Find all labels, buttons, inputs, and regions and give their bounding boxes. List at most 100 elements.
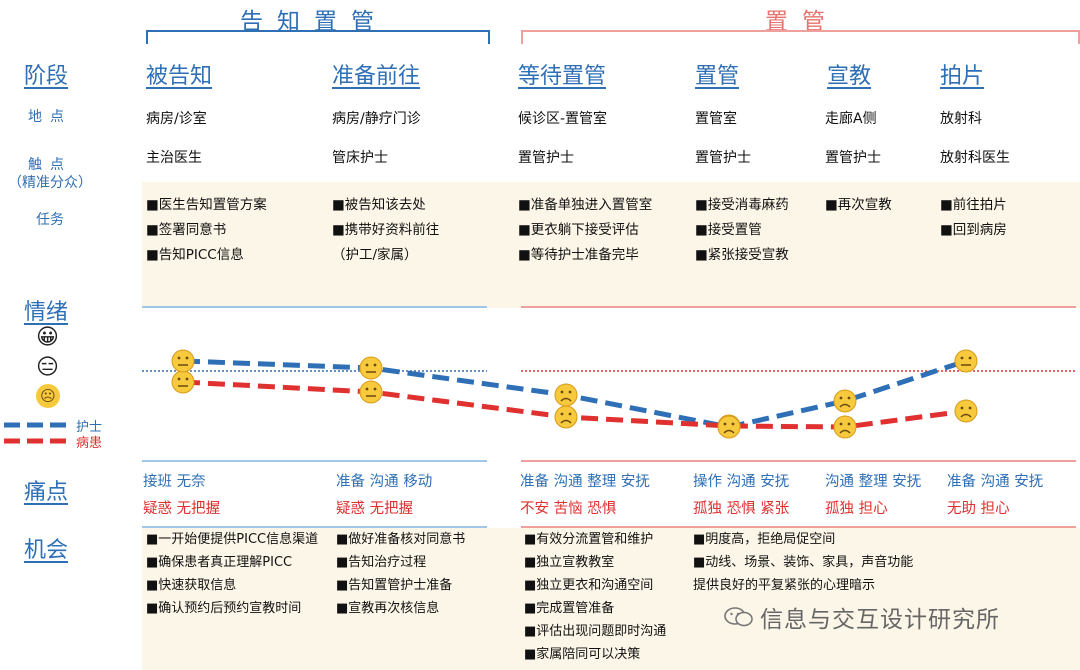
stage-title-placement: 置管: [695, 64, 740, 89]
touch-informed: 主治医生: [146, 150, 202, 166]
location-prepare: 病房/静疗门诊: [332, 111, 421, 127]
divider-opp-left: [142, 526, 487, 528]
opps-col-2: ■做好准备核对同意书 ■告知治疗过程 ■告知置管护士准备 ■宣教再次核信息: [336, 528, 465, 620]
opportunity-item: ■一开始便提供PICC信息渠道: [146, 532, 319, 547]
task-item: ■再次宣教: [825, 197, 892, 213]
task-item: ■签署同意书: [146, 222, 227, 238]
pain-red-xray: 无助 担心: [947, 501, 1010, 517]
opportunity-item: 提供良好的平复紧张的心理暗示: [693, 578, 876, 593]
touch-placement: 置管护士: [695, 150, 751, 166]
nurse-emotion-face-icon: [171, 349, 195, 373]
opportunity-item: ■评估出现问题即时沟通: [524, 624, 667, 639]
row-label-location: 地点: [28, 109, 72, 125]
divider-emotion-left: [142, 306, 487, 308]
pain-red-prepare: 疑惑 无把握: [336, 501, 414, 517]
row-label-stage: 阶段: [24, 64, 69, 89]
row-label-touchpoint: 触点: [28, 157, 72, 173]
opps-col-4: ■明度高，拒绝局促空间 ■动线、场景、装饰、家具，声音功能 提供良好的平复紧张的…: [693, 528, 913, 597]
opportunity-item: ■确认预约后预约宣教时间: [146, 601, 302, 616]
opportunity-band: [142, 528, 1080, 670]
pain-blue-prepare: 准备 沟通 移动: [336, 474, 433, 490]
pain-blue-placement: 操作 沟通 安抚: [693, 474, 790, 490]
tasks-informed: ■医生告知置管方案 ■签署同意书 ■告知PICC信息: [146, 193, 267, 268]
neutral-face-icon: 😑: [36, 355, 59, 380]
location-education: 走廊A侧: [825, 111, 877, 127]
task-item: ■被告知该去处: [332, 197, 426, 213]
bracket-placement: [521, 30, 1080, 44]
nurse-emotion-face-icon: [717, 415, 741, 439]
happy-face-icon: 😀: [36, 325, 59, 350]
task-item: ■前往拍片: [940, 197, 1007, 213]
stage-title-education: 宣教: [827, 64, 872, 89]
patient-emotion-face-icon: [359, 380, 383, 404]
task-band: [142, 182, 1080, 308]
tasks-prepare: ■被告知该去处 ■携带好资料前往 （护工/家属）: [332, 193, 439, 268]
patient-emotion-face-icon: [171, 370, 195, 394]
pain-blue-education: 沟通 整理 安抚: [825, 474, 922, 490]
location-waiting: 候诊区-置管室: [518, 111, 608, 127]
patient-emotion-face-icon: [833, 415, 857, 439]
task-item: ■更衣躺下接受评估: [518, 222, 639, 238]
row-label-opportunity: 机会: [24, 538, 69, 563]
location-xray: 放射科: [940, 111, 982, 127]
tasks-waiting: ■准备单独进入置管室 ■更衣躺下接受评估 ■等待护士准备完毕: [518, 193, 652, 268]
divider-emotion-right: [521, 306, 1076, 308]
wechat-icon: [724, 606, 754, 628]
stage-title-waiting: 等待置管: [518, 64, 607, 89]
location-informed: 病房/诊室: [146, 111, 207, 127]
opportunity-item: ■家属陪同可以决策: [524, 647, 641, 662]
tasks-education: ■再次宣教: [825, 193, 892, 218]
pain-red-informed: 疑惑 无把握: [143, 501, 221, 517]
row-label-emotion: 情绪: [24, 300, 69, 325]
opportunity-item: ■宣教再次核信息: [336, 601, 440, 616]
legend-nurse-line: [4, 422, 70, 428]
row-label-pain: 痛点: [24, 480, 69, 505]
opps-col-1: ■一开始便提供PICC信息渠道 ■确保患者真正理解PICC ■快速获取信息 ■确…: [146, 528, 318, 620]
legend-patient-line: [4, 438, 70, 444]
opportunity-item: ■独立宣教教室: [524, 555, 615, 570]
nurse-emotion-face-icon: [359, 356, 383, 380]
nurse-emotion-face-icon: [554, 383, 578, 407]
task-item: ■准备单独进入置管室: [518, 197, 653, 213]
row-label-task: 任务: [36, 212, 64, 228]
nurse-emotion-line: [182, 358, 967, 430]
row-label-touchpoint-sub: （精准分众）: [8, 175, 92, 191]
legend-patient-label: 病患: [76, 436, 103, 451]
sad-face-icon: ☹: [36, 384, 60, 408]
task-item: ■接受置管: [695, 222, 762, 238]
pain-red-waiting: 不安 苦恼 恐惧: [520, 501, 617, 517]
opportunity-item: ■明度高，拒绝局促空间: [693, 532, 836, 547]
location-placement: 置管室: [695, 111, 737, 127]
opportunity-item: ■完成置管准备: [524, 601, 615, 616]
divider-pain-left: [142, 460, 487, 462]
stage-title-informed: 被告知: [146, 64, 213, 89]
task-item: ■等待护士准备完毕: [518, 247, 639, 263]
stage-title-prepare: 准备前往: [332, 64, 421, 89]
opps-col-3: ■有效分流置管和维护 ■独立宣教教室 ■独立更衣和沟通空间 ■完成置管准备 ■评…: [524, 528, 666, 666]
touch-xray: 放射科医生: [940, 150, 1010, 166]
opportunity-item: ■确保患者真正理解PICC: [146, 555, 293, 570]
legend-nurse-label: 护士: [76, 420, 103, 435]
touch-waiting: 置管护士: [518, 150, 574, 166]
task-item: ■告知PICC信息: [146, 247, 244, 263]
divider-pain-right: [521, 460, 1076, 462]
opportunity-item: ■有效分流置管和维护: [524, 532, 654, 547]
task-item: ■回到病房: [940, 222, 1007, 238]
opportunity-item: ■告知置管护士准备: [336, 578, 453, 593]
task-item: ■携带好资料前往: [332, 222, 440, 238]
patient-emotion-line: [182, 379, 967, 430]
divider-opp-right: [521, 526, 1076, 528]
touch-prepare: 管床护士: [332, 150, 388, 166]
pain-blue-informed: 接班 无奈: [143, 474, 206, 490]
opportunity-item: ■动线、场景、装饰、家具，声音功能: [693, 555, 914, 570]
touch-education: 置管护士: [825, 150, 881, 166]
task-item: ■接受消毒麻药: [695, 197, 789, 213]
watermark-text: 信息与交互设计研究所: [760, 607, 1000, 633]
opportunity-item: ■告知治疗过程: [336, 555, 427, 570]
emotion-journey-chart: [142, 349, 1076, 439]
tasks-placement: ■接受消毒麻药 ■接受置管 ■紧张接受宣教: [695, 193, 789, 268]
stage-title-xray: 拍片: [940, 64, 985, 89]
task-item: （护工/家属）: [332, 247, 418, 263]
tasks-xray: ■前往拍片 ■回到病房: [940, 193, 1007, 243]
opportunity-item: ■做好准备核对同意书: [336, 532, 466, 547]
